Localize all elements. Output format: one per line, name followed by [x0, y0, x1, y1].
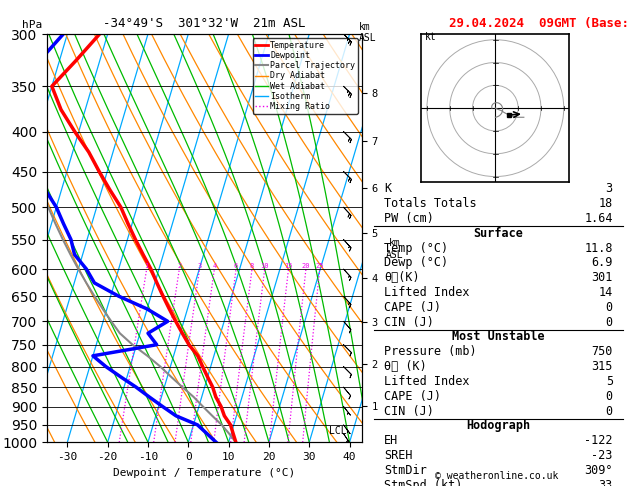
Y-axis label: km
ASL: km ASL [386, 238, 403, 260]
Text: 4: 4 [212, 263, 216, 269]
Text: 1: 1 [145, 263, 149, 269]
Legend: Temperature, Dewpoint, Parcel Trajectory, Dry Adiabat, Wet Adiabat, Isotherm, Mi: Temperature, Dewpoint, Parcel Trajectory… [252, 38, 357, 114]
Text: 15: 15 [284, 263, 292, 269]
Text: 0: 0 [606, 316, 613, 329]
Text: Pressure (mb): Pressure (mb) [384, 346, 477, 358]
Text: 0: 0 [606, 390, 613, 403]
Text: 18: 18 [599, 197, 613, 210]
Text: 309°: 309° [584, 464, 613, 477]
Text: 750: 750 [591, 346, 613, 358]
Text: StmSpd (kt): StmSpd (kt) [384, 479, 462, 486]
Text: hPa: hPa [22, 20, 42, 30]
Text: 3: 3 [606, 182, 613, 195]
Text: SREH: SREH [384, 449, 413, 462]
Text: Dewp (°C): Dewp (°C) [384, 257, 448, 269]
Text: Totals Totals: Totals Totals [384, 197, 477, 210]
Text: StmDir: StmDir [384, 464, 427, 477]
Text: 25: 25 [316, 263, 324, 269]
Text: km
ASL: km ASL [359, 22, 376, 43]
Text: kt: kt [425, 32, 437, 42]
Text: 29.04.2024  09GMT (Base: 06): 29.04.2024 09GMT (Base: 06) [448, 17, 629, 30]
Text: 33: 33 [599, 479, 613, 486]
Text: 6.9: 6.9 [591, 257, 613, 269]
Text: Surface: Surface [474, 226, 523, 240]
Text: 315: 315 [591, 360, 613, 373]
Text: -34°49'S  301°32'W  21m ASL: -34°49'S 301°32'W 21m ASL [103, 17, 306, 30]
Text: Lifted Index: Lifted Index [384, 286, 470, 299]
Text: 10: 10 [260, 263, 269, 269]
Text: 8: 8 [250, 263, 254, 269]
Text: 5: 5 [606, 375, 613, 388]
Text: 0: 0 [606, 405, 613, 417]
Text: -23: -23 [591, 449, 613, 462]
Text: 1.64: 1.64 [584, 212, 613, 225]
Text: CAPE (J): CAPE (J) [384, 390, 441, 403]
Text: Most Unstable: Most Unstable [452, 330, 545, 344]
Text: CAPE (J): CAPE (J) [384, 301, 441, 314]
Text: 3: 3 [198, 263, 202, 269]
Text: 6: 6 [234, 263, 238, 269]
Text: 2: 2 [177, 263, 181, 269]
Text: Lifted Index: Lifted Index [384, 375, 470, 388]
Text: 0: 0 [606, 301, 613, 314]
Text: 11.8: 11.8 [584, 242, 613, 255]
Text: EH: EH [384, 434, 398, 447]
Text: PW (cm): PW (cm) [384, 212, 434, 225]
Text: 14: 14 [599, 286, 613, 299]
Text: Temp (°C): Temp (°C) [384, 242, 448, 255]
Text: K: K [384, 182, 391, 195]
Text: LCL: LCL [330, 426, 347, 436]
Text: CIN (J): CIN (J) [384, 316, 434, 329]
Text: © weatheronline.co.uk: © weatheronline.co.uk [435, 471, 559, 481]
Text: 301: 301 [591, 271, 613, 284]
Text: -122: -122 [584, 434, 613, 447]
Text: Hodograph: Hodograph [467, 419, 530, 433]
X-axis label: Dewpoint / Temperature (°C): Dewpoint / Temperature (°C) [113, 468, 296, 478]
Text: 20: 20 [302, 263, 310, 269]
Text: CIN (J): CIN (J) [384, 405, 434, 417]
Text: θᴄ (K): θᴄ (K) [384, 360, 427, 373]
Text: θᴄ(K): θᴄ(K) [384, 271, 420, 284]
